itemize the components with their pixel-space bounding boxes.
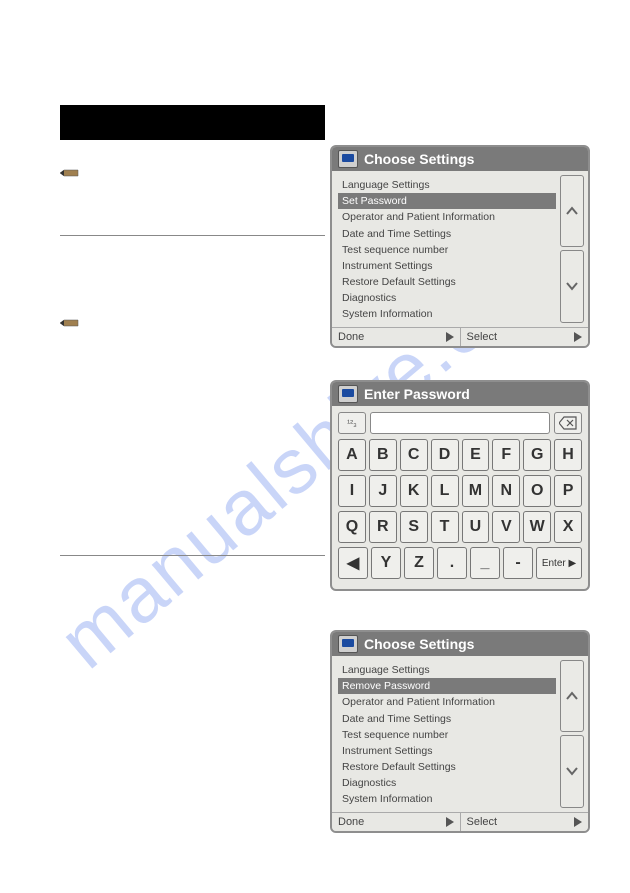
menu-item[interactable]: System Information: [338, 306, 556, 322]
device-icon: [338, 150, 358, 168]
key-t[interactable]: T: [431, 511, 459, 543]
device-icon: [338, 635, 358, 653]
left-block-1: [60, 165, 325, 236]
menu-item[interactable]: Test sequence number: [338, 727, 556, 743]
key-Y[interactable]: Y: [371, 547, 401, 579]
key-i[interactable]: I: [338, 475, 366, 507]
done-button[interactable]: Done: [332, 813, 461, 831]
panel-title: Choose Settings: [364, 151, 474, 167]
key-f[interactable]: F: [492, 439, 520, 471]
menu-item[interactable]: Operator and Patient Information: [338, 694, 556, 710]
menu-item[interactable]: Language Settings: [338, 177, 556, 193]
key-◀[interactable]: ◀: [338, 547, 368, 579]
menu-item[interactable]: Restore Default Settings: [338, 274, 556, 290]
panel-header: Choose Settings: [332, 632, 588, 656]
key-n[interactable]: N: [492, 475, 520, 507]
scroll-up-button[interactable]: [560, 660, 584, 732]
menu-item[interactable]: Diagnostics: [338, 775, 556, 791]
key-v[interactable]: V: [492, 511, 520, 543]
panel-title: Choose Settings: [364, 636, 474, 652]
panel-header: Enter Password: [332, 382, 588, 406]
scroll-down-button[interactable]: [560, 250, 584, 322]
choose-settings-panel-1: Choose Settings Language SettingsSet Pas…: [330, 145, 590, 348]
key-r[interactable]: R: [369, 511, 397, 543]
key-s[interactable]: S: [400, 511, 428, 543]
pencil-icon: [60, 165, 80, 175]
key-Z[interactable]: Z: [404, 547, 434, 579]
menu-item[interactable]: Date and Time Settings: [338, 711, 556, 727]
key-e[interactable]: E: [462, 439, 490, 471]
menu-item[interactable]: Restore Default Settings: [338, 759, 556, 775]
enter-password-panel: Enter Password ¹²₃ ABCDEFGH IJKLMNOP QRSTU…: [330, 380, 590, 591]
menu-item[interactable]: Remove Password: [338, 678, 556, 694]
menu-item[interactable]: Instrument Settings: [338, 258, 556, 274]
menu-item[interactable]: System Information: [338, 791, 556, 807]
key-k[interactable]: K: [400, 475, 428, 507]
password-input[interactable]: [370, 412, 550, 434]
scrollbar: [560, 660, 584, 808]
scroll-up-button[interactable]: [560, 175, 584, 247]
settings-menu: Language SettingsSet PasswordOperator an…: [338, 177, 556, 323]
key-c[interactable]: C: [400, 439, 428, 471]
menu-item[interactable]: Instrument Settings: [338, 743, 556, 759]
left-block-2: [60, 315, 325, 556]
key-h[interactable]: H: [554, 439, 582, 471]
key--[interactable]: -: [503, 547, 533, 579]
key-d[interactable]: D: [431, 439, 459, 471]
menu-item[interactable]: Operator and Patient Information: [338, 209, 556, 225]
key-_[interactable]: _: [470, 547, 500, 579]
key-m[interactable]: M: [462, 475, 490, 507]
menu-item[interactable]: Date and Time Settings: [338, 226, 556, 242]
key-a[interactable]: A: [338, 439, 366, 471]
key-o[interactable]: O: [523, 475, 551, 507]
menu-item[interactable]: Test sequence number: [338, 242, 556, 258]
key-l[interactable]: L: [431, 475, 459, 507]
settings-menu: Language SettingsRemove PasswordOperator…: [338, 662, 556, 808]
menu-item[interactable]: Diagnostics: [338, 290, 556, 306]
key-b[interactable]: B: [369, 439, 397, 471]
panel-title: Enter Password: [364, 386, 470, 402]
device-icon: [338, 385, 358, 403]
key-w[interactable]: W: [523, 511, 551, 543]
enter-button[interactable]: Enter ▶: [536, 547, 582, 579]
choose-settings-panel-2: Choose Settings Language SettingsRemove …: [330, 630, 590, 833]
panel-header: Choose Settings: [332, 147, 588, 171]
menu-item[interactable]: Language Settings: [338, 662, 556, 678]
key-q[interactable]: Q: [338, 511, 366, 543]
scrollbar: [560, 175, 584, 323]
key-j[interactable]: J: [369, 475, 397, 507]
key-p[interactable]: P: [554, 475, 582, 507]
select-button[interactable]: Select: [461, 813, 589, 831]
select-button[interactable]: Select: [461, 328, 589, 346]
key-g[interactable]: G: [523, 439, 551, 471]
backspace-button[interactable]: [554, 412, 582, 434]
pencil-icon: [60, 315, 80, 325]
numeric-mode-button[interactable]: ¹²₃: [338, 412, 366, 434]
key-u[interactable]: U: [462, 511, 490, 543]
menu-item[interactable]: Set Password: [338, 193, 556, 209]
key-.[interactable]: .: [437, 547, 467, 579]
section-heading-bar: [60, 105, 325, 140]
done-button[interactable]: Done: [332, 328, 461, 346]
key-x[interactable]: X: [554, 511, 582, 543]
scroll-down-button[interactable]: [560, 735, 584, 807]
